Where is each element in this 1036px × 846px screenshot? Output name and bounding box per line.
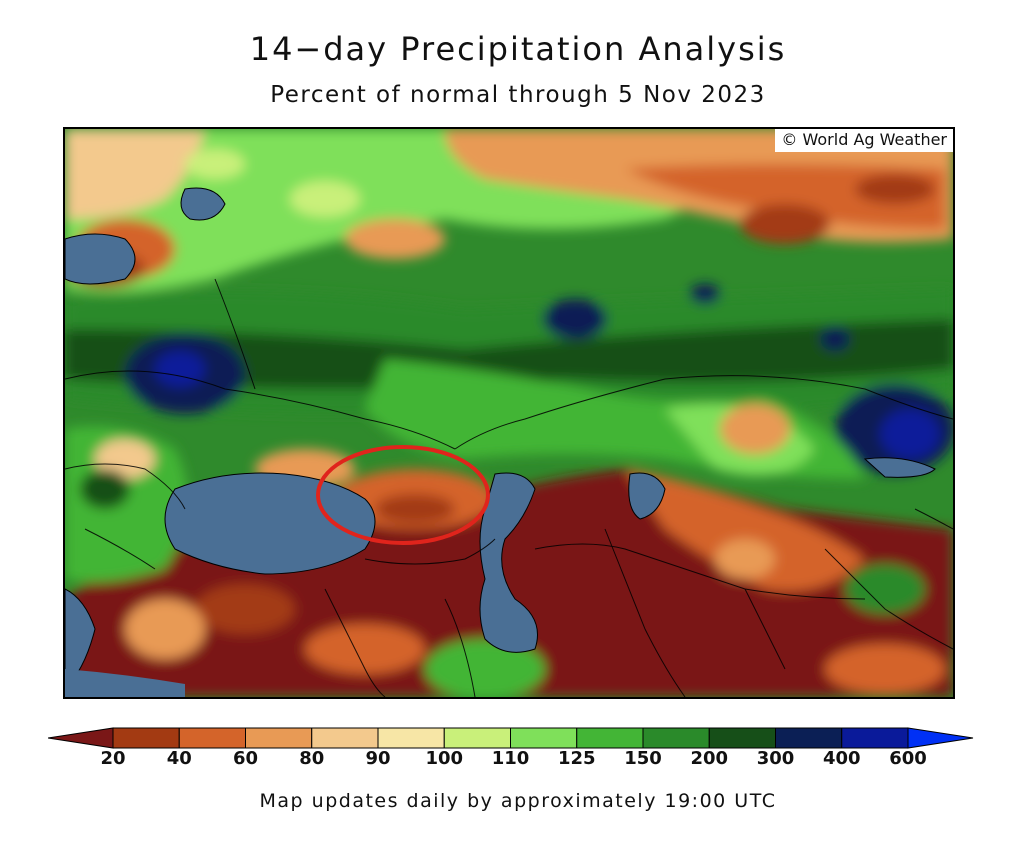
colorbar-tick-label: 125 <box>557 748 596 769</box>
colorbar-tick-label: 100 <box>425 748 464 769</box>
colorbar-tick-label: 60 <box>232 748 259 769</box>
colorbar-tick-label: 90 <box>365 748 391 769</box>
colorbar-cell <box>112 727 180 749</box>
colorbar-min-arrow <box>48 727 114 749</box>
colorbar-cell <box>576 727 644 749</box>
colorbar-tick-label: 150 <box>624 748 662 769</box>
colorbar-tick-label: 110 <box>491 748 530 769</box>
water-bodies <box>65 187 936 697</box>
colorbar-cell <box>443 727 511 749</box>
colorbar-cell <box>510 727 578 749</box>
credit-label: © World Ag Weather <box>775 129 953 152</box>
colorbar <box>48 727 974 749</box>
colorbar-tick-label: 300 <box>756 748 795 769</box>
highlight-circle <box>316 445 490 545</box>
baltic-gulf <box>65 233 136 285</box>
colorbar-cell <box>377 727 445 749</box>
colorbar-cell <box>178 727 246 749</box>
black-sea <box>164 472 376 575</box>
colorbar-tick-label: 400 <box>822 748 861 769</box>
colorbar-cell <box>708 727 776 749</box>
colorbar-cell <box>775 727 843 749</box>
colorbar-tick-label: 200 <box>690 748 729 769</box>
colorbar-max-arrow <box>907 727 974 749</box>
lake-ladoga <box>180 187 226 221</box>
map-title: 14−day Precipitation Analysis <box>249 30 787 68</box>
colorbar-tick-label: 20 <box>100 748 126 769</box>
aral-sea <box>628 472 666 520</box>
caspian-sea <box>479 472 538 653</box>
colorbar-tick-label: 80 <box>299 748 325 769</box>
colorbar-tick-label: 40 <box>166 748 192 769</box>
precip-field <box>65 129 953 697</box>
colorbar-cell <box>841 727 909 749</box>
footer-note: Map updates daily by approximately 19:00… <box>259 790 777 812</box>
country-borders <box>65 278 953 697</box>
colorbar-cell <box>245 727 313 749</box>
map-subtitle: Percent of normal through 5 Nov 2023 <box>270 82 766 108</box>
lake-balkhash <box>863 457 936 478</box>
colorbar-tick-label: 600 <box>889 748 927 769</box>
mediterranean-sea <box>65 669 185 697</box>
colorbar-cell <box>642 727 710 749</box>
map-canvas <box>65 129 953 697</box>
precipitation-map: © World Ag Weather <box>63 127 955 699</box>
colorbar-cell <box>311 727 379 749</box>
